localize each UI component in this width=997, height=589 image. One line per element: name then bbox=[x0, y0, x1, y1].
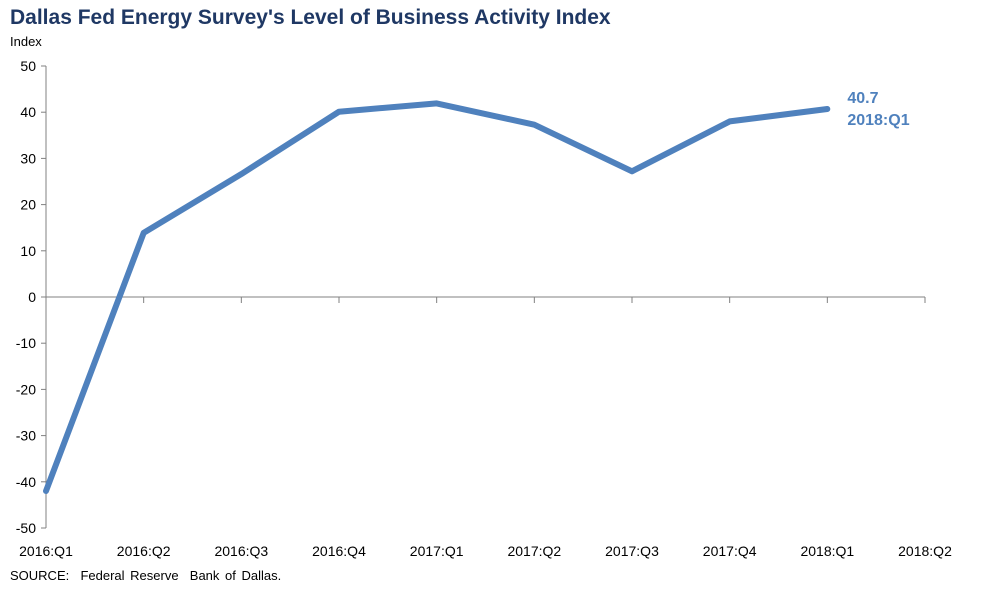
x-axis: 2016:Q1 2016:Q2 2016:Q3 2016:Q4 2017:Q1 2017:… bbox=[19, 296, 952, 559]
x-tick-label: 2016:Q3 bbox=[214, 543, 268, 559]
annotation-value: 40.7 bbox=[847, 90, 878, 107]
y-tick-label: 40 bbox=[20, 104, 36, 120]
source-note: SOURCE: Federal Reserve Bank of Dallas. bbox=[10, 568, 282, 583]
x-tick-label: 2017:Q1 bbox=[410, 543, 464, 559]
y-tick-label: -20 bbox=[16, 381, 36, 397]
annotation-group: 40.7 2018:Q1 bbox=[847, 90, 909, 129]
series-line-group bbox=[43, 100, 831, 494]
x-tick-label: 2016:Q1 bbox=[19, 543, 73, 559]
series-line bbox=[43, 100, 831, 494]
y-tick-label: 10 bbox=[20, 243, 36, 259]
y-axis: -50 -40 -30 -20 -10 0 10 20 30 40 50 bbox=[16, 58, 47, 536]
y-tick-label: -30 bbox=[16, 428, 36, 444]
y-axis-label: Index bbox=[10, 34, 42, 49]
chart-title: Dallas Fed Energy Survey's Level of Busi… bbox=[10, 6, 611, 29]
x-tick-label: 2017:Q4 bbox=[703, 543, 757, 559]
x-tick-label: 2017:Q3 bbox=[605, 543, 659, 559]
x-tick-label: 2018:Q1 bbox=[800, 543, 854, 559]
y-tick-label: 0 bbox=[28, 289, 36, 305]
y-tick-label: -40 bbox=[16, 474, 36, 490]
x-tick-label: 2017:Q2 bbox=[507, 543, 561, 559]
y-tick-label: -50 bbox=[16, 520, 36, 536]
y-tick-label: 50 bbox=[20, 58, 36, 74]
x-tick-label: 2018:Q2 bbox=[898, 543, 952, 559]
y-tick-label: -10 bbox=[16, 335, 36, 351]
y-tick-label: 30 bbox=[20, 150, 36, 166]
x-tick-label: 2016:Q4 bbox=[312, 543, 366, 559]
annotation-period: 2018:Q1 bbox=[847, 112, 909, 129]
x-tick-label: 2016:Q2 bbox=[117, 543, 171, 559]
y-tick-label: 20 bbox=[20, 197, 36, 213]
